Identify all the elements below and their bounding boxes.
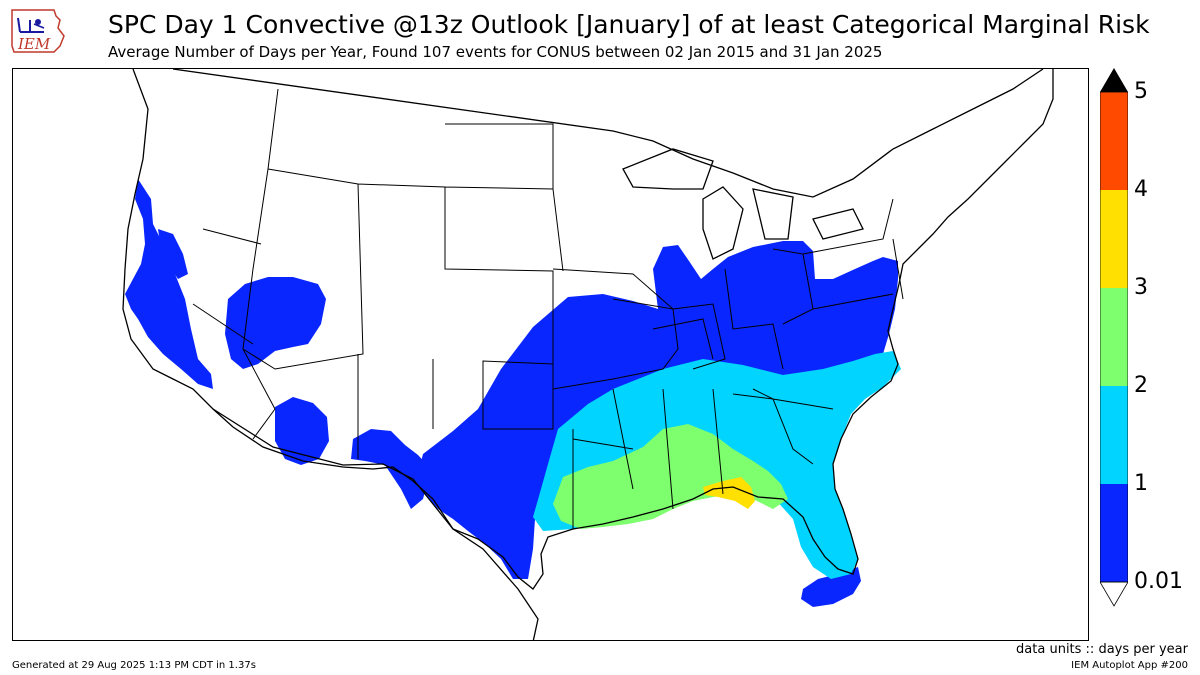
colorbar [1100, 68, 1128, 607]
colorbar-tick-3: 3 [1134, 275, 1148, 300]
region-0-1-california [125, 179, 213, 389]
colorbar-tick-4: 4 [1134, 177, 1148, 202]
region-0-1-california-north [158, 229, 188, 279]
colorbar-bin-3-4 [1100, 190, 1128, 288]
colorbar-tick-0.01: 0.01 [1134, 569, 1183, 594]
great-lakes [622, 148, 864, 260]
mexico-border [212, 408, 539, 640]
region-0-1-florida-tip [801, 567, 861, 607]
region-0-1-great-basin [225, 277, 326, 369]
colorbar-bin-2-3 [1100, 288, 1128, 386]
region-0-1-east [418, 241, 898, 579]
svg-text:IEM: IEM [17, 35, 51, 53]
map-title: SPC Day 1 Convective @13z Outlook [Janua… [108, 10, 1150, 39]
map-subtitle: Average Number of Days per Year, Found 1… [108, 43, 883, 61]
canada-border [172, 69, 1044, 198]
generated-timestamp: Generated at 29 Aug 2025 1:13 PM CDT in … [12, 660, 256, 671]
colorbar-bin-0-1 [1100, 484, 1128, 582]
autoplot-app-label: IEM Autoplot App #200 [1071, 660, 1188, 671]
conus-map [12, 68, 1089, 641]
state-lines [192, 88, 904, 529]
boundary-layer [122, 69, 1054, 640]
colorbar-tick-1: 1 [1134, 471, 1148, 496]
region-0-1-new-mexico [351, 429, 431, 509]
fill-layer [125, 179, 901, 607]
region-0-1-arizona [275, 397, 329, 465]
colorbar-tick-2: 2 [1134, 373, 1148, 398]
colorbar-over-arrow [1100, 68, 1128, 92]
iem-logo: IEM [8, 6, 68, 60]
colorbar-under-arrow [1100, 581, 1128, 607]
colorbar-bin-1-2 [1100, 386, 1128, 484]
colorbar-tick-5: 5 [1134, 79, 1148, 104]
colorbar-bin-4-5 [1100, 92, 1128, 190]
region-3-4-panhandle [703, 477, 755, 509]
data-units-label: data units :: days per year [1016, 642, 1188, 657]
